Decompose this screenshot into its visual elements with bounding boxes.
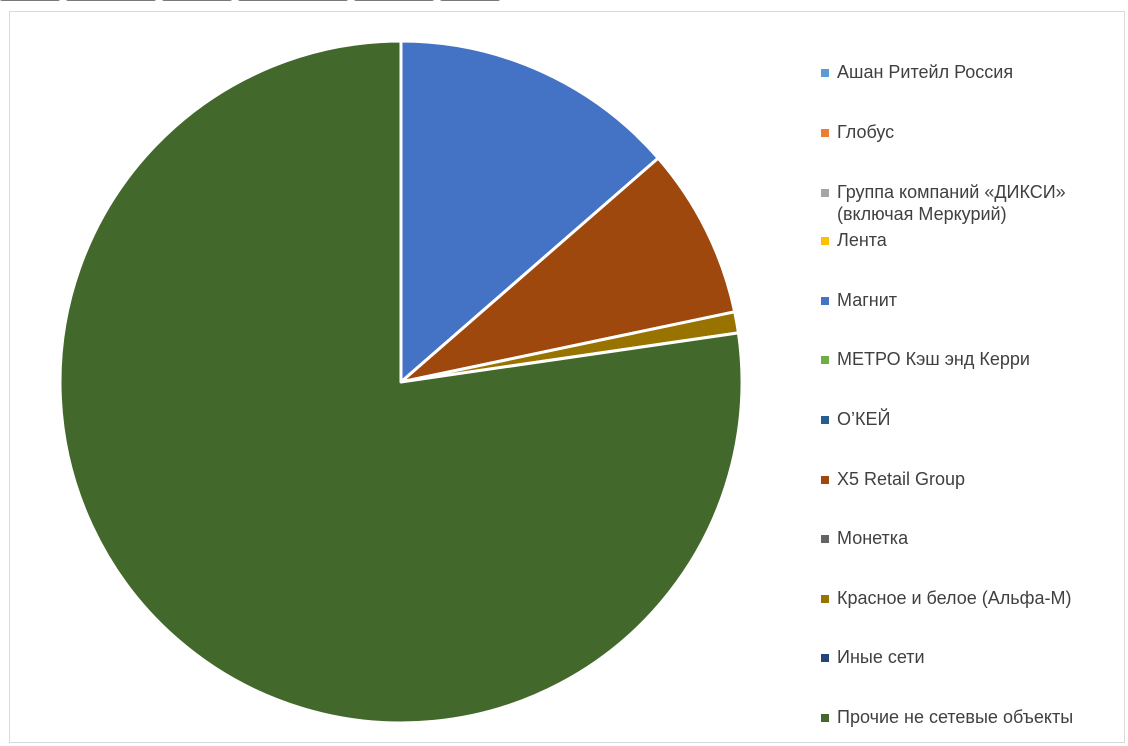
- legend-label: Глобус: [837, 122, 895, 142]
- legend-swatch: [821, 654, 829, 662]
- legend-label: Ашан Ритейл Россия: [837, 62, 1014, 82]
- legend-item: Прочие не сетевые объекты: [821, 706, 1073, 728]
- legend-item: О’КЕЙ: [821, 408, 890, 430]
- legend-label: X5 Retail Group: [837, 469, 966, 489]
- pie-slice: [399, 39, 660, 384]
- legend-swatch: [821, 416, 829, 424]
- legend-swatch: [821, 189, 829, 197]
- legend-label: МЕТРО Кэш энд Керри: [837, 349, 1030, 369]
- legend-swatch: [821, 714, 829, 722]
- legend-item: Ашан Ритейл Россия: [821, 61, 1013, 83]
- legend-swatch: [821, 129, 829, 137]
- legend-item: Лента: [821, 229, 887, 251]
- legend-item: Группа компаний «ДИКСИ» (включая Меркури…: [821, 181, 1066, 225]
- legend-item: Магнит: [821, 289, 897, 311]
- legend-swatch: [821, 476, 829, 484]
- legend-item: Иные сети: [821, 646, 925, 668]
- legend-label: Магнит: [837, 290, 898, 310]
- legend-swatch: [821, 237, 829, 245]
- legend-item: X5 Retail Group: [821, 468, 965, 490]
- legend-label: Иные сети: [837, 647, 925, 667]
- pie-chart: [58, 39, 744, 725]
- legend-label: Прочие не сетевые объекты: [837, 707, 1074, 727]
- legend-label: Группа компаний «ДИКСИ» (включая Меркури…: [837, 182, 1066, 224]
- legend-label: Красное и белое (Альфа-М): [837, 588, 1072, 608]
- legend-swatch: [821, 595, 829, 603]
- pie-slice: [399, 156, 737, 384]
- pie-slice: [58, 39, 744, 725]
- legend-item: МЕТРО Кэш энд Керри: [821, 348, 1030, 370]
- legend-label: Лента: [837, 230, 887, 250]
- legend-swatch: [821, 297, 829, 305]
- legend-item: Глобус: [821, 121, 894, 143]
- legend-item: Монетка: [821, 527, 908, 549]
- clipped-title-fragment: [0, 0, 560, 5]
- legend-swatch: [821, 69, 829, 77]
- legend-label: Монетка: [837, 528, 909, 548]
- legend-swatch: [821, 535, 829, 543]
- legend-swatch: [821, 356, 829, 364]
- chart-area: Ашан Ритейл Россия Глобус Группа компаний …: [9, 11, 1125, 743]
- legend-item: Красное и белое (Альфа-М): [821, 587, 1071, 609]
- legend-label: О’КЕЙ: [837, 409, 891, 429]
